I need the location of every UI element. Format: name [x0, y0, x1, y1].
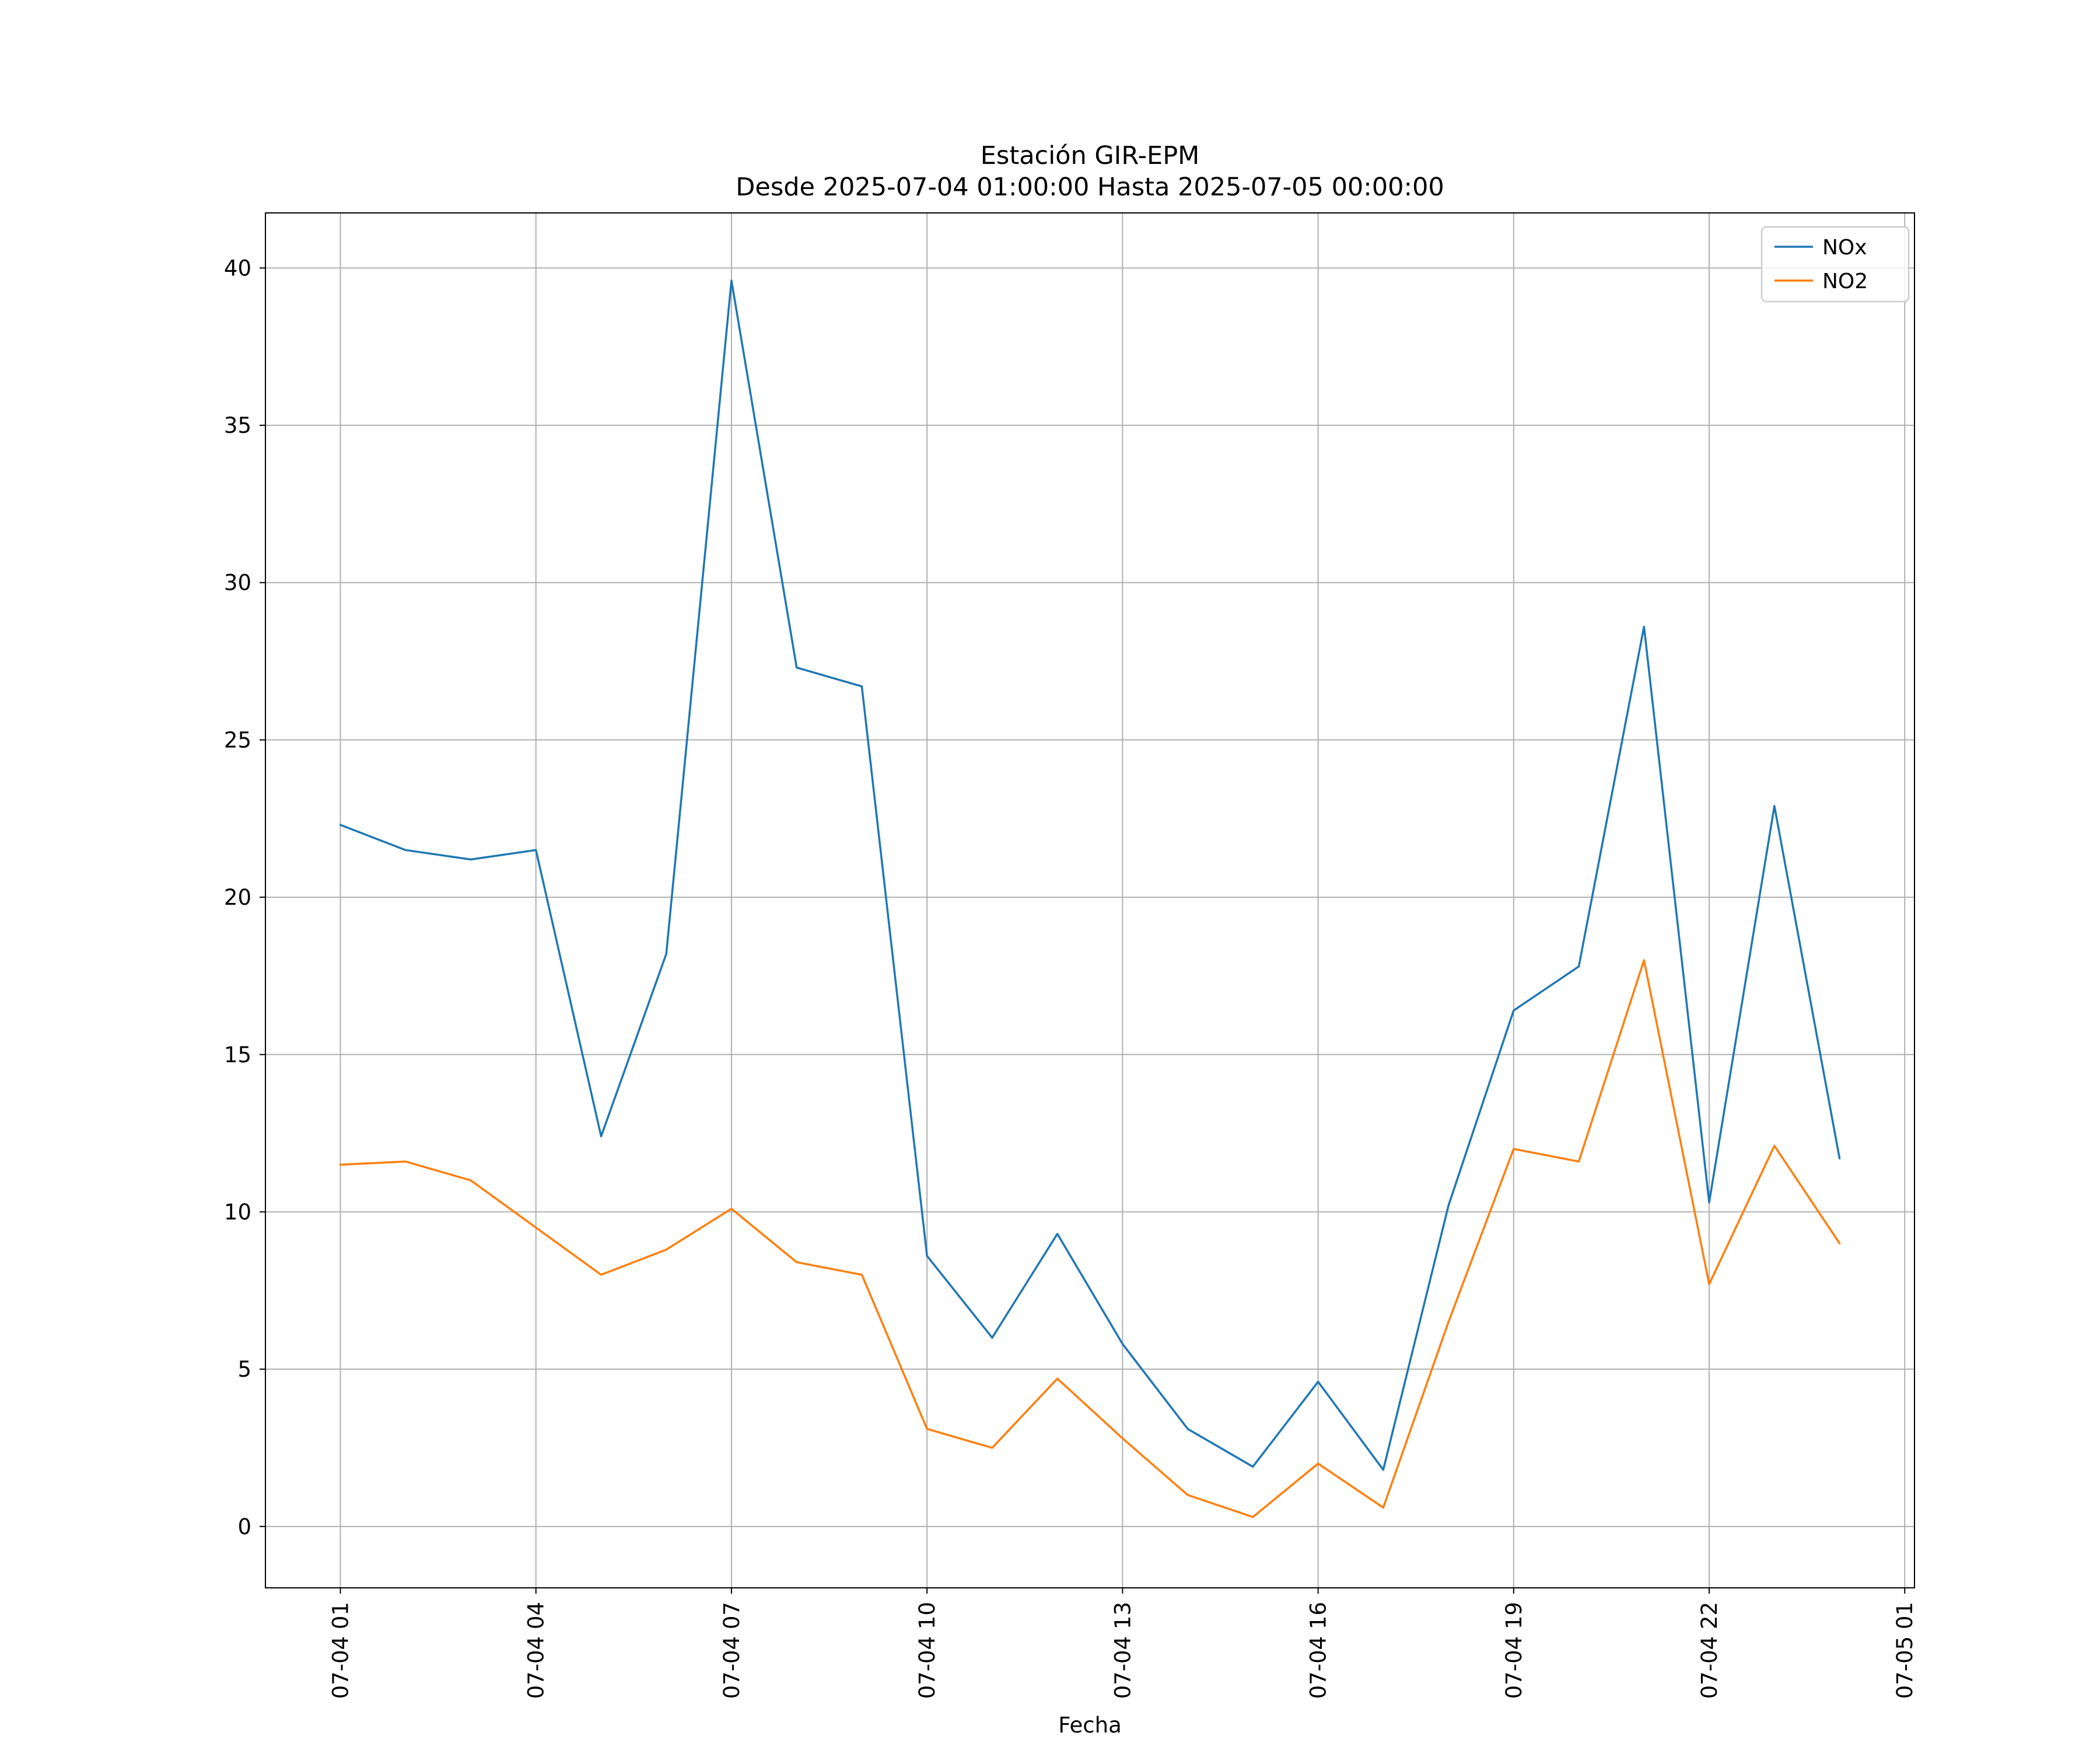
legend-label-NO2: NO2 [1822, 270, 1868, 293]
legend-label-NOx: NOx [1822, 236, 1867, 260]
y-tick-label: 10 [224, 1199, 251, 1224]
y-tick-label: 15 [224, 1042, 251, 1068]
legend [1760, 226, 1910, 303]
x-tick-label: 07-04 13 [1110, 1602, 1135, 1699]
y-tick-label: 30 [224, 570, 251, 596]
axes-frame [265, 212, 1915, 1588]
y-tick-label: 5 [237, 1357, 251, 1382]
x-tick-label: 07-04 22 [1697, 1602, 1722, 1699]
series-line-NO2 [339, 959, 1841, 1518]
x-tick-label: 07-04 16 [1306, 1602, 1331, 1699]
x-axis-label: Fecha [1058, 1713, 1122, 1738]
series-line-NOx [339, 279, 1841, 1471]
x-tick-label: 07-04 10 [915, 1602, 940, 1699]
y-tick-label: 25 [224, 727, 251, 752]
x-tick-label: 07-04 04 [524, 1602, 549, 1699]
chart-subtitle: Desde 2025-07-04 01:00:00 Hasta 2025-07-… [736, 173, 1444, 202]
y-tick-label: 20 [224, 885, 251, 910]
x-tick-label: 07-04 01 [328, 1602, 354, 1699]
x-tick-label: 07-04 07 [719, 1602, 744, 1699]
y-tick-label: 40 [224, 256, 251, 281]
y-tick-label: 35 [224, 413, 251, 438]
x-tick-label: 07-04 19 [1502, 1602, 1527, 1699]
x-tick-label: 07-05 01 [1892, 1602, 1917, 1699]
chart-title: Estación GIR-EPM [980, 141, 1200, 170]
y-tick-label: 0 [237, 1514, 251, 1539]
